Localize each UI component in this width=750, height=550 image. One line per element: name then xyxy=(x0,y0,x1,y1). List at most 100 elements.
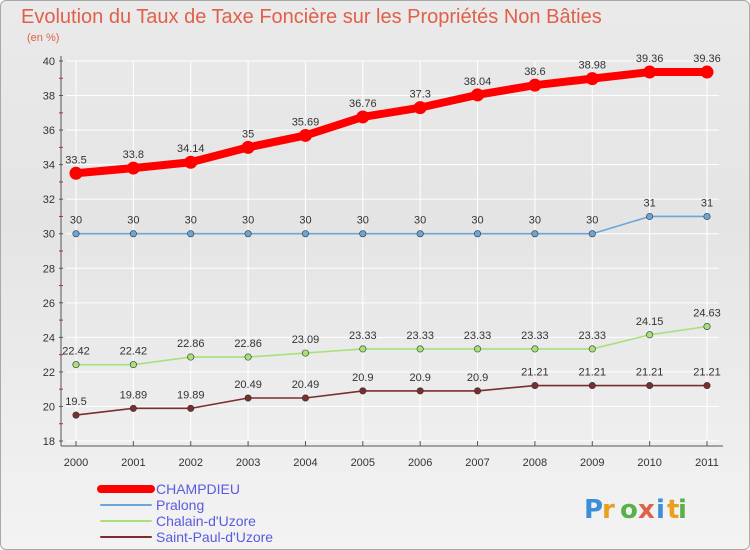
data-point xyxy=(531,382,539,390)
x-tick-label: 2001 xyxy=(121,457,145,469)
series-line xyxy=(75,325,708,366)
y-tick-label: 30 xyxy=(43,229,55,241)
legend: CHAMPDIEUPralongChalain-d'UzoreSaint-Pau… xyxy=(97,481,273,545)
series-saint-paul-d-uzore: 19.5 19.89 19.89 20.49 20.49 20.9 20.9 20.9 21.2… xyxy=(65,367,721,419)
data-point xyxy=(531,345,539,353)
data-label: 30 xyxy=(127,215,139,227)
series-chalain-d-uzore: 22.42 22.42 22.86 22.86 23.09 23.33 23.33 23.33… xyxy=(62,307,721,369)
data-label: 23.33 xyxy=(406,330,434,342)
series-group: 19.5 19.89 19.89 20.49 20.49 20.9 20.9 20.9 21.2… xyxy=(62,53,721,419)
data-point xyxy=(241,140,255,154)
data-point xyxy=(301,394,309,402)
logo-letter: i xyxy=(656,495,665,525)
data-point xyxy=(588,382,596,390)
data-label: 34.14 xyxy=(177,143,205,155)
data-point xyxy=(244,353,252,361)
series-line xyxy=(75,384,708,416)
data-point xyxy=(301,230,309,238)
y-tick-label: 24 xyxy=(43,332,55,344)
axes: 18 20 22 24 26 28 30 32 34 36 38 40 2000 2001 2002 2003… xyxy=(43,56,723,469)
data-label: 20.9 xyxy=(467,372,488,384)
data-label: 35 xyxy=(242,128,254,140)
data-label: 39.36 xyxy=(693,53,721,65)
data-label: 21.21 xyxy=(579,367,607,379)
legend-label: Pralong xyxy=(156,497,204,513)
data-label: 20.49 xyxy=(234,379,262,391)
data-point xyxy=(474,387,482,395)
data-label: 30 xyxy=(299,215,311,227)
data-label: 22.86 xyxy=(177,338,205,350)
data-point xyxy=(528,78,542,92)
data-label: 30 xyxy=(586,215,598,227)
y-tick-label: 22 xyxy=(43,367,55,379)
data-label: 30 xyxy=(529,215,541,227)
data-point xyxy=(187,353,195,361)
y-tick-label: 20 xyxy=(43,401,55,413)
data-point xyxy=(72,411,80,419)
y-tick-label: 38 xyxy=(43,91,55,103)
data-label: 19.5 xyxy=(65,396,86,408)
data-point xyxy=(72,230,80,238)
x-tick-label: 2011 xyxy=(695,457,719,469)
data-label: 35.69 xyxy=(292,116,320,128)
data-label: 22.42 xyxy=(120,346,148,358)
data-point xyxy=(413,101,427,115)
y-tick-label: 32 xyxy=(43,194,55,206)
logo-letter: o xyxy=(620,495,638,525)
data-point xyxy=(244,230,252,238)
proxiti-logo: Pr o x i ti xyxy=(584,495,687,525)
data-label: 38.98 xyxy=(579,60,607,72)
data-point xyxy=(187,230,195,238)
data-label: 30 xyxy=(70,215,82,227)
data-point xyxy=(187,404,195,412)
data-label: 36.76 xyxy=(349,98,377,110)
data-point xyxy=(359,387,367,395)
data-point xyxy=(474,230,482,238)
x-tick-label: 2002 xyxy=(178,457,202,469)
data-point xyxy=(471,88,485,102)
data-point xyxy=(646,212,654,220)
series-line xyxy=(75,215,708,235)
logo-letter: P xyxy=(584,495,603,525)
data-point xyxy=(588,230,596,238)
data-point xyxy=(184,155,198,169)
legend-label: CHAMPDIEU xyxy=(156,481,240,497)
data-point xyxy=(359,230,367,238)
chart-title: Evolution du Taux de Taxe Foncière sur l… xyxy=(21,6,602,28)
x-tick-label: 2008 xyxy=(523,457,547,469)
data-label: 39.36 xyxy=(636,53,664,65)
data-label: 38.04 xyxy=(464,76,492,88)
data-label: 21.21 xyxy=(521,367,549,379)
data-point xyxy=(416,230,424,238)
data-label: 30 xyxy=(414,215,426,227)
data-point xyxy=(129,404,137,412)
data-point xyxy=(129,361,137,369)
data-label: 21.21 xyxy=(693,367,721,379)
logo-letter: i xyxy=(678,495,687,525)
data-label: 37.3 xyxy=(409,89,430,101)
data-label: 23.33 xyxy=(521,330,549,342)
data-label: 23.33 xyxy=(579,330,607,342)
x-tick-label: 2004 xyxy=(293,457,317,469)
data-point xyxy=(585,72,599,86)
data-label: 33.8 xyxy=(123,149,144,161)
data-point xyxy=(301,349,309,357)
data-point xyxy=(356,110,370,124)
data-label: 20.9 xyxy=(352,372,373,384)
data-label: 20.49 xyxy=(292,379,320,391)
x-tick-label: 2000 xyxy=(64,457,88,469)
logo-letter: x xyxy=(638,495,655,525)
data-point xyxy=(126,161,140,175)
logo-letter: t xyxy=(667,495,679,525)
data-point xyxy=(298,128,312,142)
data-point xyxy=(531,230,539,238)
data-label: 31 xyxy=(644,197,656,209)
series-line xyxy=(72,68,711,178)
x-tick-label: 2009 xyxy=(580,457,604,469)
legend-label: Chalain-d'Uzore xyxy=(156,513,256,529)
data-label: 30 xyxy=(471,215,483,227)
data-label: 22.42 xyxy=(62,346,90,358)
x-tick-label: 2007 xyxy=(465,457,489,469)
